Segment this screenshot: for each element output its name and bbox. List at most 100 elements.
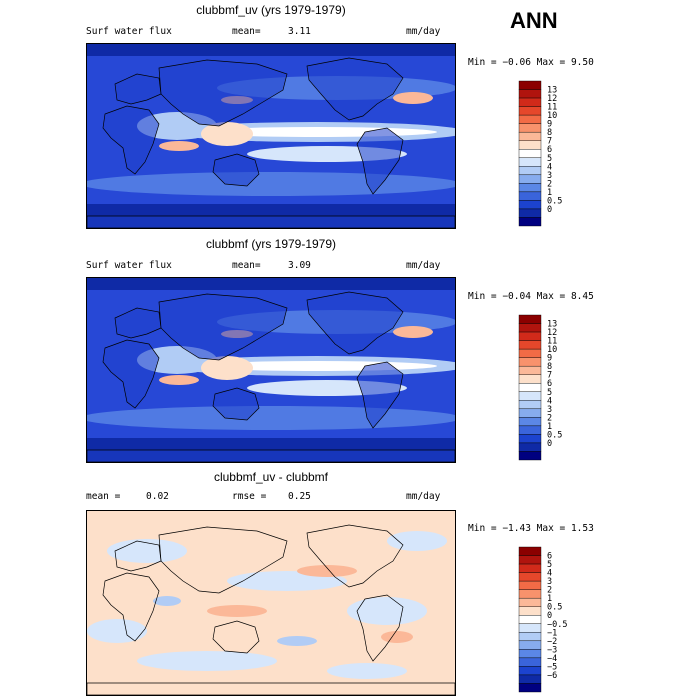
colorbar-tick-label: 13	[547, 320, 557, 330]
colorbar-swatch	[518, 597, 542, 607]
colorbar-swatch	[518, 657, 542, 667]
colorbar-tick-label: 7	[547, 137, 552, 147]
continent-outline	[114, 73, 162, 105]
colorbar-tick-label: 0.5	[547, 603, 562, 613]
colorbar-tick-label: 1	[547, 188, 552, 198]
colorbar-swatch	[518, 649, 542, 659]
colorbar-swatch	[518, 89, 542, 99]
colorbar-tick-label: 3	[547, 405, 552, 415]
colorbar-swatch	[518, 572, 542, 582]
colorbar-swatch	[518, 400, 542, 410]
colorbar-tick-label: 3	[547, 171, 552, 181]
colorbar-swatch	[518, 589, 542, 599]
panel-1-min-max: Min = −0.06 Max = 9.50	[468, 57, 594, 68]
panel-1-units: mm/day	[406, 26, 441, 37]
panel-1-mean-label: mean=	[232, 26, 261, 37]
continent-outline	[356, 127, 404, 195]
colorbar-swatch	[518, 123, 542, 133]
colorbar-swatch	[518, 417, 542, 427]
colorbar-swatch	[518, 580, 542, 590]
colorbar-swatch	[518, 434, 542, 444]
colorbar-tick-label: 11	[547, 103, 557, 113]
continent-outline	[87, 449, 455, 462]
colorbar-swatch	[518, 208, 542, 218]
colorbar-tick-label: 4	[547, 396, 552, 406]
colorbar-swatch	[518, 365, 542, 375]
panel-3-rmse-label: rmse =	[232, 491, 267, 502]
colorbar-tick-label: 0	[547, 611, 552, 621]
colorbar-swatch	[518, 666, 542, 676]
panel-3-mean-value: 0.02	[146, 491, 169, 502]
panel-2-title: clubbmf (yrs 1979-1979)	[205, 237, 337, 251]
panel-2-variable: Surf water flux	[86, 260, 172, 271]
colorbar-tick-label: 10	[547, 111, 557, 121]
colorbar-tick-label: −1	[547, 628, 557, 638]
colorbar-swatch	[518, 546, 542, 556]
colorbar-swatch	[518, 106, 542, 116]
colorbar-swatch	[518, 391, 542, 401]
continent-outline	[212, 620, 260, 654]
colorbar-tick-label: −6	[547, 671, 557, 681]
colorbar-swatch	[518, 425, 542, 435]
panel-3-min-max: Min = −1.43 Max = 1.53	[468, 523, 594, 534]
continent-outline	[158, 293, 288, 361]
colorbar-tick-label: 5	[547, 154, 552, 164]
colorbar-tick-label: 4	[547, 569, 552, 579]
colorbar-tick-label: 0	[547, 439, 552, 449]
colorbar-tick-label: 8	[547, 128, 552, 138]
panel-2-mean-value: 3.09	[288, 260, 311, 271]
colorbar-tick-label: −4	[547, 654, 557, 664]
continent-outline	[306, 57, 404, 121]
colorbar-tick-label: 6	[547, 552, 552, 562]
colorbar-tick-label: 6	[547, 379, 552, 389]
continent-outline	[114, 307, 162, 339]
continent-outline	[158, 59, 288, 127]
colorbar-swatch	[518, 615, 542, 624]
colorbar-swatch	[518, 623, 542, 633]
colorbar-tick-label: 5	[547, 388, 552, 398]
colorbar-tick-label: 6	[547, 145, 552, 155]
continent-outline	[114, 540, 162, 572]
colorbar-tick-label: 2	[547, 179, 552, 189]
colorbar-swatch	[518, 97, 542, 107]
colorbar-swatch	[518, 183, 542, 193]
panel-2-units: mm/day	[406, 260, 441, 271]
continent-outline	[102, 572, 160, 642]
colorbar-swatch	[518, 80, 542, 90]
panel-2-map	[86, 277, 456, 463]
colorbar-swatch	[518, 191, 542, 201]
panel-1-title: clubbmf_uv (yrs 1979-1979)	[196, 3, 346, 17]
colorbar-swatch	[518, 340, 542, 350]
colorbar-swatch	[518, 200, 542, 210]
colorbar-tick-label: 13	[547, 86, 557, 96]
colorbar-tick-label: 12	[547, 94, 557, 104]
colorbar-tick-label: 10	[547, 345, 557, 355]
colorbar-swatch	[518, 149, 542, 158]
colorbar-tick-label: −3	[547, 645, 557, 655]
colorbar-tick-label: 5	[547, 560, 552, 570]
colorbar-swatch	[518, 314, 542, 324]
colorbar-swatch	[518, 114, 542, 124]
colorbar-tick-label: 0.5	[547, 430, 562, 440]
colorbar-swatch	[518, 374, 542, 384]
colorbar-tick-label: 9	[547, 120, 552, 130]
colorbar-swatch	[518, 323, 542, 333]
continent-outline	[158, 526, 288, 594]
colorbar-swatch	[518, 606, 542, 616]
colorbar-swatch	[518, 174, 542, 184]
season-label: ANN	[510, 8, 558, 33]
colorbar-tick-label: 1	[547, 422, 552, 432]
panel-1-map	[86, 43, 456, 229]
colorbar-tick-label: 1	[547, 594, 552, 604]
colorbar-swatch	[518, 674, 542, 684]
panel-3-rmse-value: 0.25	[288, 491, 311, 502]
panel-1-variable: Surf water flux	[86, 26, 172, 37]
colorbar-swatch	[518, 563, 542, 573]
colorbar-swatch	[518, 451, 542, 461]
colorbar-tick-label: −2	[547, 637, 557, 647]
colorbar-swatch	[518, 217, 542, 227]
panel-3-mean-label: mean =	[86, 491, 121, 502]
colorbar-swatch	[518, 357, 542, 367]
